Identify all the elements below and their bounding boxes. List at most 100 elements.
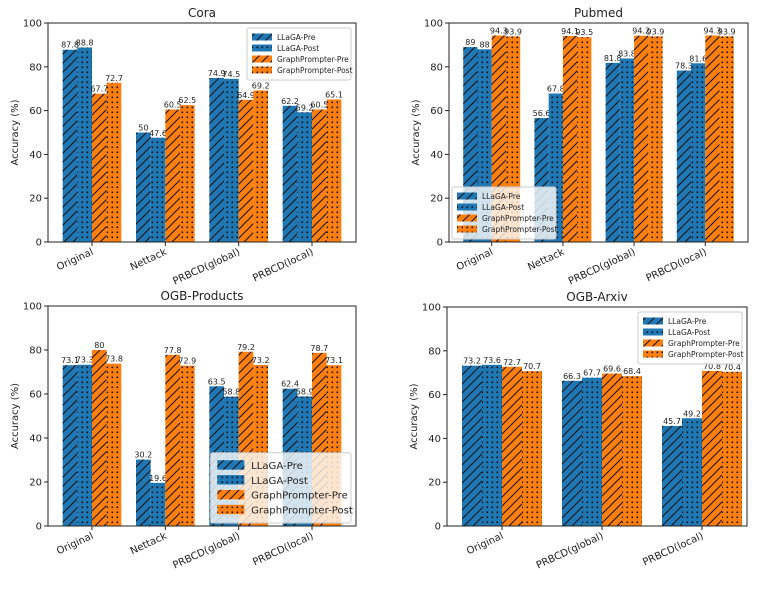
bar-hatch — [92, 93, 107, 242]
legend-swatch-hatch — [217, 489, 245, 500]
y-tick-label: 0 — [36, 522, 42, 533]
x-tick-label: PRBCD(global) — [535, 531, 606, 572]
data-label: 79.2 — [237, 343, 255, 352]
bar-hatch — [682, 418, 702, 526]
data-label: 60.5 — [164, 101, 182, 110]
data-label: 93.9 — [718, 27, 736, 36]
y-axis-label: Accuracy (%) — [411, 99, 422, 165]
legend: LLaGA-Pre LLaGA-Post GraphPrompter-Pre Grap… — [246, 27, 353, 81]
y-tick-label: 60 — [428, 390, 441, 401]
data-label: 70.7 — [523, 362, 541, 371]
legend-label: GraphPrompter-Pre — [277, 55, 349, 64]
data-label: 68.4 — [623, 367, 641, 376]
axes-frame — [448, 22, 749, 243]
x-tick-label: Original — [465, 531, 505, 558]
data-label: 93.9 — [504, 27, 522, 36]
bar-hatch — [92, 350, 107, 526]
data-label: 94.2 — [632, 27, 650, 36]
bar-hatch — [326, 99, 342, 242]
legend-frame — [637, 311, 743, 365]
data-label: 73.2 — [252, 356, 270, 365]
legend-swatch-hatch — [252, 33, 272, 41]
legend-label: LLaGA-Post — [277, 44, 319, 53]
bar-hatch — [282, 105, 298, 242]
bar-hatch — [619, 58, 635, 243]
bar-hatch — [165, 354, 180, 526]
data-label: 88.8 — [76, 39, 94, 48]
legend-swatch-hatch — [217, 460, 245, 470]
y-tick-label: 80 — [428, 346, 441, 357]
bar-hatch — [312, 109, 327, 242]
x-tick-label: PRBCD(local) — [251, 531, 315, 569]
legend-frame — [210, 452, 352, 524]
y-tick-label: 60 — [29, 106, 42, 117]
y-tick-label: 0 — [36, 238, 42, 249]
axes-frame — [446, 306, 748, 527]
legend-frame — [246, 27, 352, 81]
data-label: 69.6 — [603, 365, 621, 374]
data-label: 73.6 — [483, 356, 501, 365]
bar-hatch — [705, 35, 720, 242]
bar-hatch — [106, 363, 122, 526]
data-label: 73.3 — [76, 356, 94, 365]
data-label: 94.3 — [490, 26, 508, 35]
y-tick-label: 20 — [428, 478, 441, 489]
x-tick-label: Original — [455, 247, 495, 274]
data-label: 72.7 — [105, 74, 123, 83]
legend-label: GraphPrompter-Post — [277, 66, 353, 75]
legend-label: LLaGA-Post — [251, 476, 308, 487]
legend-swatch-hatch — [643, 317, 663, 325]
x-tick-label: Nettack — [129, 531, 169, 557]
legend-label: LLaGA-Post — [668, 328, 710, 337]
bar-hatch — [136, 132, 151, 242]
chart-title: OGB-Arxiv — [566, 290, 627, 304]
chart-title: Pubmed — [574, 6, 623, 20]
legend-label: LLaGA-Pre — [277, 33, 316, 42]
data-label: 83.8 — [618, 49, 636, 58]
chart-title: Cora — [188, 6, 216, 20]
data-label: 69.2 — [252, 81, 270, 90]
x-tick-label: PRBCD(local) — [645, 247, 709, 285]
axes-frame — [47, 305, 357, 527]
y-tick-label: 100 — [422, 303, 441, 314]
x-tick-label: PRBCD(global) — [171, 247, 242, 288]
x-tick-label: PRBCD(local) — [251, 247, 315, 285]
bar-hatch — [180, 105, 195, 242]
bar-hatch — [62, 49, 78, 242]
bar-hatch — [209, 77, 224, 243]
legend-label: LLaGA-Pre — [668, 317, 707, 326]
y-tick-label: 80 — [29, 346, 42, 357]
legend-swatch-hatch — [643, 350, 663, 358]
x-tick-label: PRBCD(local) — [641, 531, 705, 569]
y-tick-label: 40 — [430, 150, 443, 161]
bar-hatch — [722, 371, 742, 526]
data-label: 81.6 — [689, 54, 707, 63]
data-label: 63.5 — [208, 377, 226, 386]
bar-hatch — [165, 109, 180, 242]
bar-hatch — [719, 36, 734, 242]
data-label: 72.7 — [503, 358, 521, 367]
y-axis-label: Accuracy (%) — [10, 99, 21, 165]
legend-swatch-hatch — [217, 475, 245, 485]
bar-hatch — [150, 137, 166, 242]
data-label: 89 — [465, 38, 475, 47]
x-tick-label: Nettack — [526, 247, 566, 273]
bar-hatch — [602, 373, 622, 526]
data-label: 94.1 — [561, 27, 579, 36]
y-tick-label: 100 — [23, 19, 42, 30]
bar-hatch — [253, 90, 268, 243]
data-label: 94.3 — [703, 26, 721, 35]
legend-swatch-hatch — [252, 44, 272, 52]
x-tick-label: PRBCD(global) — [567, 247, 638, 288]
bar-hatch — [482, 364, 502, 526]
bar-hatch — [691, 63, 706, 242]
legend-label: GraphPrompter-Pre — [482, 214, 554, 223]
data-label: 62.2 — [281, 97, 299, 106]
x-tick-label: Original — [55, 247, 95, 274]
data-label: 56.6 — [533, 109, 551, 118]
legend-swatch-hatch — [643, 339, 663, 347]
y-tick-label: 20 — [29, 194, 42, 205]
y-tick-label: 0 — [435, 522, 441, 533]
bar-hatch — [462, 365, 482, 526]
